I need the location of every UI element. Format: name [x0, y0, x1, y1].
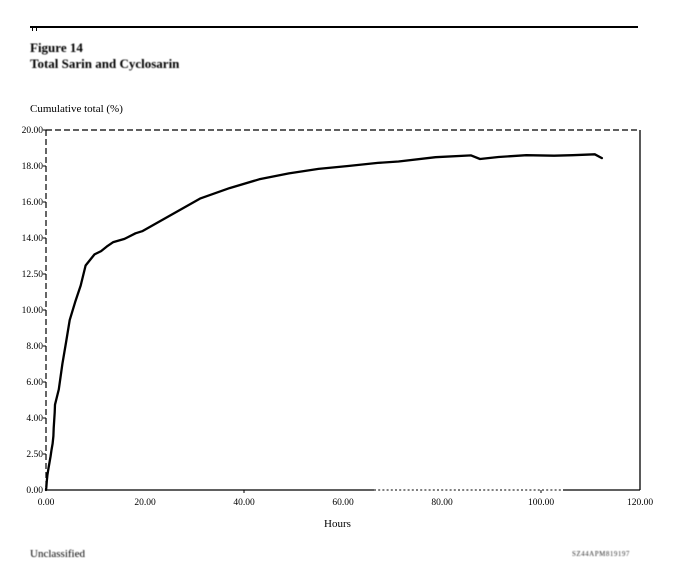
svg-text:0.00: 0.00	[26, 486, 43, 496]
svg-text:40.00: 40.00	[233, 498, 255, 508]
svg-text:16.00: 16.00	[22, 198, 44, 208]
svg-text:14.00: 14.00	[22, 234, 44, 244]
svg-text:2.50: 2.50	[26, 450, 43, 460]
svg-text:100.00: 100.00	[528, 498, 554, 508]
svg-text:0.00: 0.00	[38, 498, 55, 508]
svg-text:80.00: 80.00	[431, 498, 453, 508]
svg-text:8.00: 8.00	[26, 342, 43, 352]
svg-text:10.00: 10.00	[22, 306, 44, 316]
svg-text:18.00: 18.00	[22, 162, 44, 172]
svg-text:60.00: 60.00	[332, 498, 354, 508]
svg-text:20.00: 20.00	[22, 126, 44, 136]
svg-text:12.50: 12.50	[22, 270, 44, 280]
svg-text:120.00: 120.00	[627, 498, 653, 508]
svg-text:4.00: 4.00	[26, 414, 43, 424]
svg-text:6.00: 6.00	[26, 378, 43, 388]
svg-text:20.00: 20.00	[134, 498, 156, 508]
